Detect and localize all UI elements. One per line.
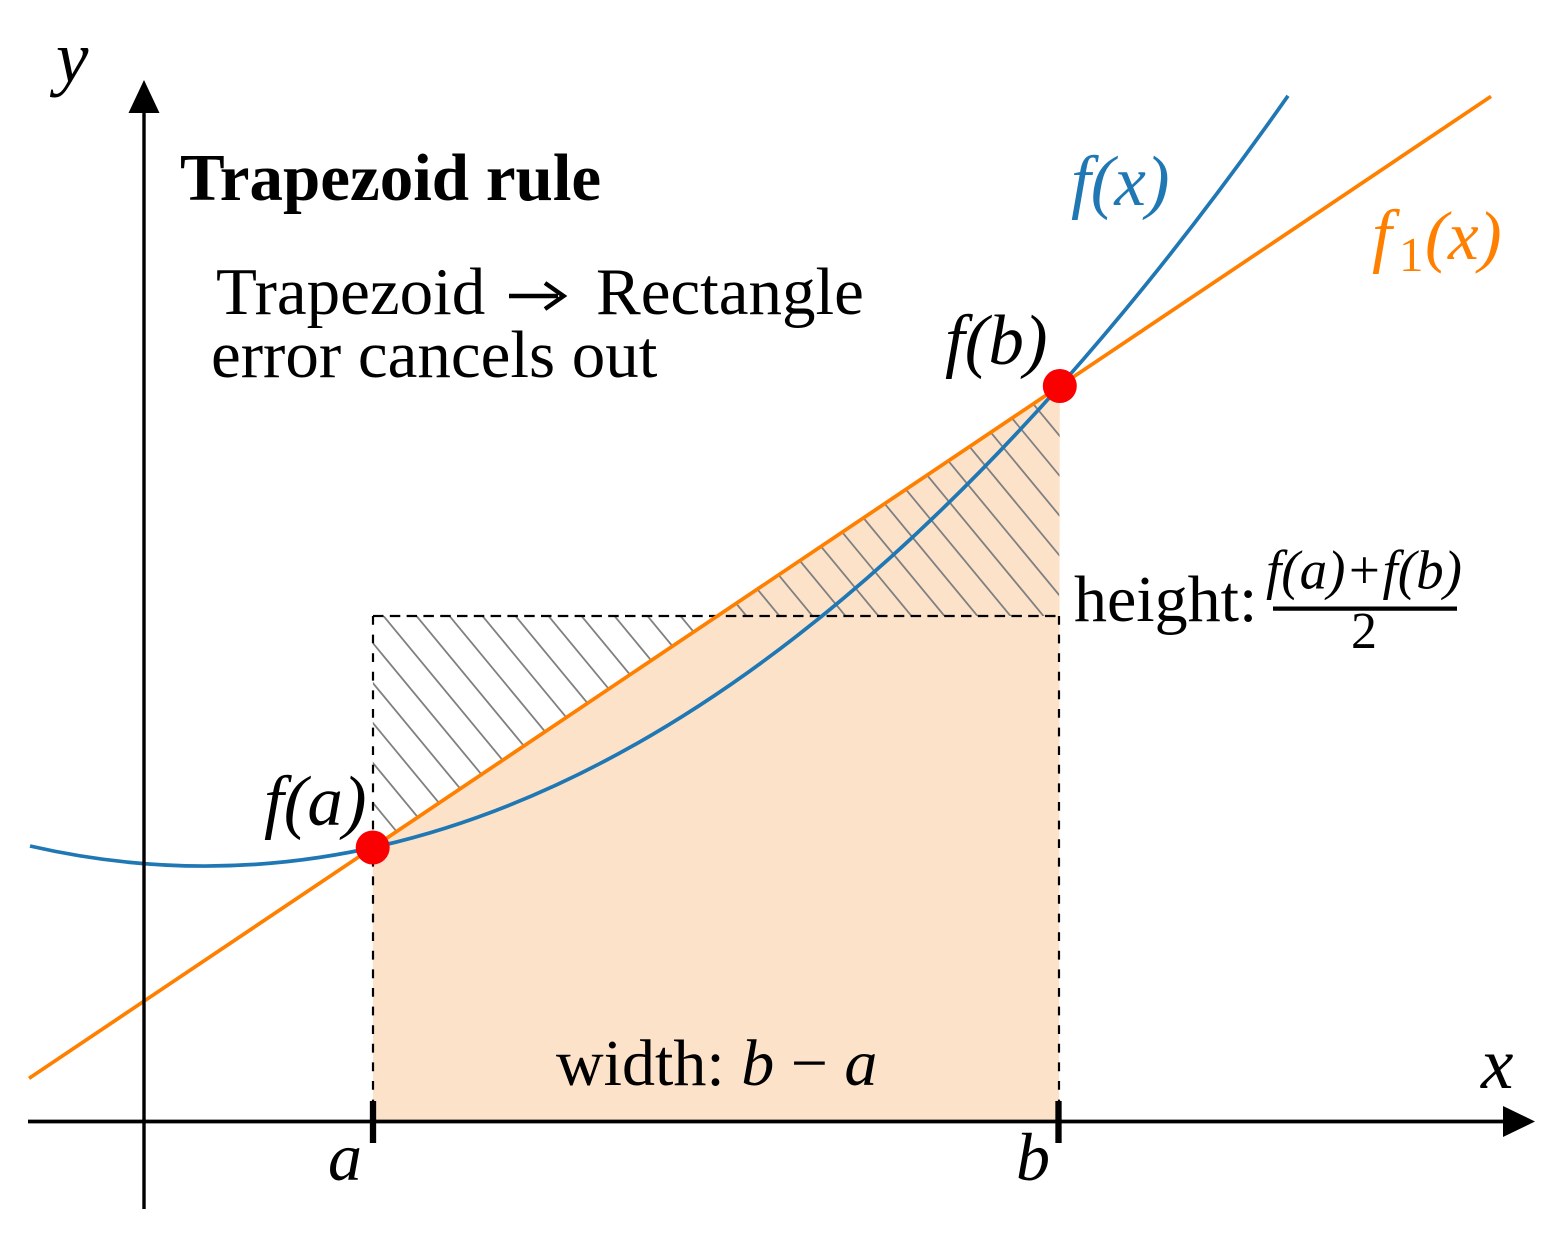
svg-text:f1(x): f 1(x) (1372, 197, 1502, 282)
svg-text:f(x): f(x) (1071, 143, 1170, 221)
svg-text:f(a): f(a) (264, 763, 367, 841)
svg-text:2: 2 (1351, 603, 1377, 660)
svg-text:x: x (1480, 1023, 1513, 1104)
svg-text:b: b (1016, 1119, 1050, 1195)
svg-text:height:: height: (1074, 563, 1257, 636)
svg-text:f(a)+f(b): f(a)+f(b) (1266, 540, 1462, 601)
svg-text:Trapezoid rule: Trapezoid rule (180, 141, 601, 215)
svg-text:error cancels out: error cancels out (211, 318, 658, 392)
svg-text:f(b): f(b) (945, 302, 1048, 380)
svg-text:a: a (328, 1119, 362, 1195)
svg-text:y: y (49, 17, 89, 98)
svg-text:width: b − a: width: b − a (556, 1027, 877, 1100)
